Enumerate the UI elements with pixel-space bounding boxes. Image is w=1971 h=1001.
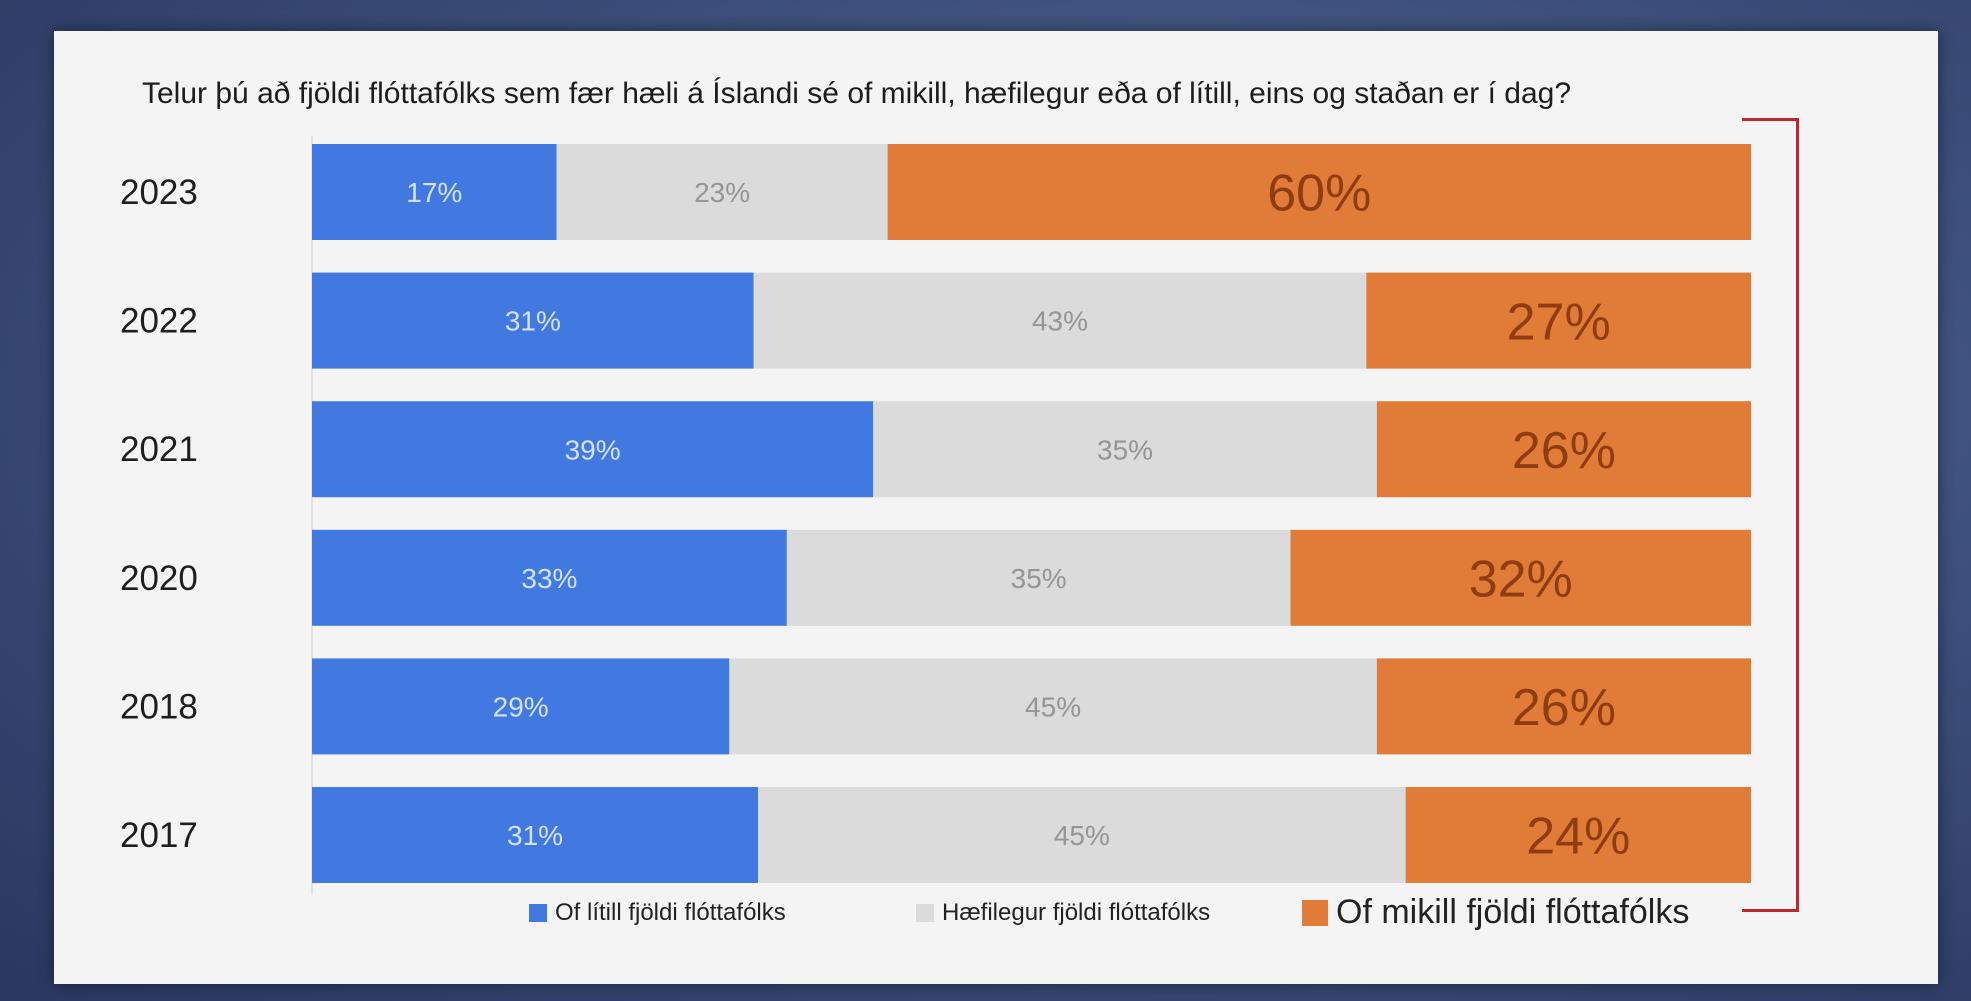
data-label: 45% xyxy=(1054,820,1110,851)
data-label: 29% xyxy=(493,691,549,722)
bar-segment xyxy=(786,529,1291,626)
bar-segment xyxy=(556,144,888,240)
data-label: 45% xyxy=(1025,691,1081,722)
data-label: 31% xyxy=(505,306,561,337)
stacked-bar-chart: 2023 17% 23% 60% 2022 31% 43% 27% 2021 39% 35% 26% 2… xyxy=(120,136,1751,895)
bar-segment xyxy=(887,144,1751,240)
bar-segment xyxy=(312,272,754,369)
data-label: 17% xyxy=(406,177,462,208)
bar-segment xyxy=(1405,787,1751,883)
data-label: 60% xyxy=(1267,165,1371,223)
bar-segment xyxy=(1366,272,1751,369)
bar-segment xyxy=(753,272,1367,369)
y-tick-label: 2023 xyxy=(120,173,198,212)
y-tick-label: 2022 xyxy=(120,302,198,341)
legend-item: Of lítill fjöldi flóttafólks xyxy=(529,899,786,927)
legend-label: Of mikill fjöldi flóttafólks xyxy=(1336,893,1690,931)
legend-swatch xyxy=(1302,899,1328,926)
data-label: 32% xyxy=(1469,551,1573,609)
y-tick-label: 2020 xyxy=(120,559,198,598)
highlight-bracket xyxy=(1742,118,1799,912)
bar-segment xyxy=(873,401,1377,498)
y-tick-label: 2021 xyxy=(120,430,198,469)
legend-swatch xyxy=(916,904,934,922)
bar-segment xyxy=(312,144,557,240)
bar-segment xyxy=(1376,401,1751,498)
y-tick-label: 2018 xyxy=(120,687,198,726)
bar-segment xyxy=(312,787,759,883)
chart-title: Telur þú að fjöldi flóttafólks sem fær h… xyxy=(142,77,1572,110)
legend-swatch xyxy=(529,904,547,922)
bar-segment xyxy=(312,529,787,626)
data-label: 35% xyxy=(1011,563,1067,594)
data-label: 26% xyxy=(1512,422,1616,480)
data-label: 35% xyxy=(1097,434,1153,465)
legend-item: Hæfilegur fjöldi flóttafólks xyxy=(916,899,1210,927)
bar-segment xyxy=(729,658,1377,755)
data-label: 43% xyxy=(1032,306,1088,337)
y-tick-label: 2017 xyxy=(120,816,198,855)
bar-segment xyxy=(312,658,730,755)
bar-segment xyxy=(758,787,1406,883)
data-label: 26% xyxy=(1512,679,1616,737)
legend-label: Of lítill fjöldi flóttafólks xyxy=(555,899,786,926)
slide-panel: Telur þú að fjöldi flóttafólks sem fær h… xyxy=(54,31,1938,984)
bar-segment xyxy=(1290,529,1751,626)
data-label: 24% xyxy=(1526,808,1630,866)
data-label: 33% xyxy=(521,563,577,594)
data-label: 23% xyxy=(694,177,750,208)
legend-item: Of mikill fjöldi flóttafólks xyxy=(1302,893,1689,932)
chart-legend: Of lítill fjöldi flóttafólks Hæfilegur fj… xyxy=(54,893,1938,943)
data-label: 31% xyxy=(507,820,563,851)
bar-segment xyxy=(1376,658,1751,755)
data-label: 27% xyxy=(1507,293,1611,351)
legend-label: Hæfilegur fjöldi flóttafólks xyxy=(942,899,1211,926)
bar-segment xyxy=(312,401,874,498)
data-label: 39% xyxy=(565,434,621,465)
